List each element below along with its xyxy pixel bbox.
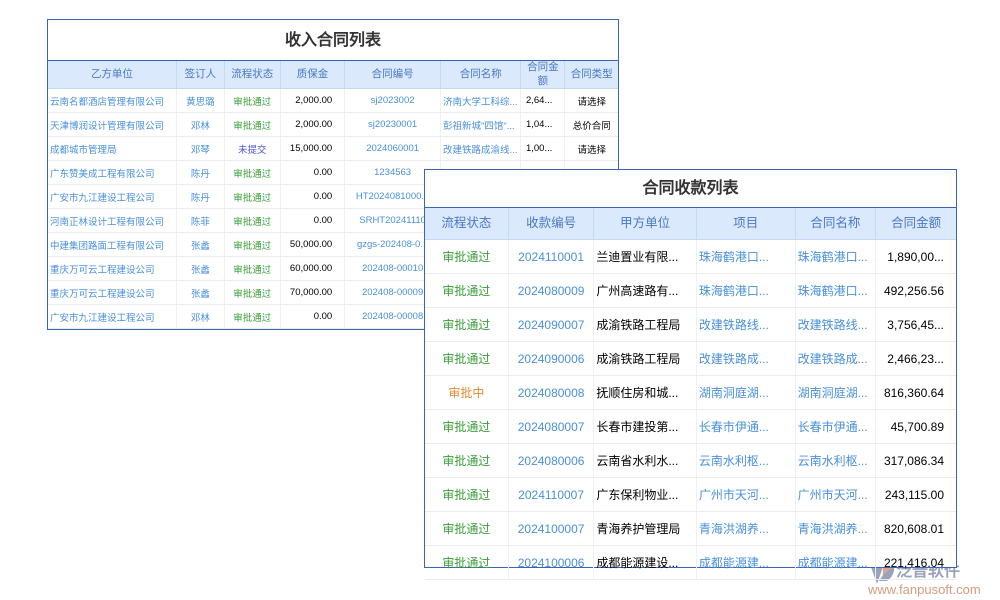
svg-text:www.fanpusoft.com: www.fanpusoft.com xyxy=(867,582,981,597)
